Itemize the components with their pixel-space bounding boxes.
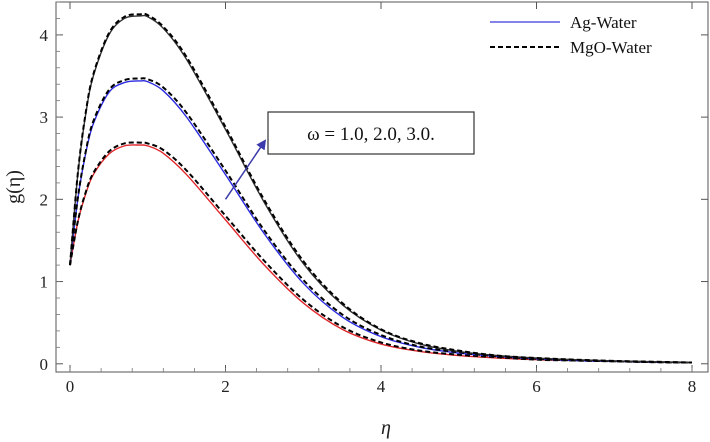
- x-tick-label: 4: [377, 377, 386, 396]
- x-tick-label: 2: [221, 377, 230, 396]
- y-tick-label: 1: [40, 273, 49, 292]
- x-tick-label: 0: [66, 377, 75, 396]
- y-tick-label: 4: [40, 26, 49, 45]
- x-tick-label: 8: [688, 377, 697, 396]
- series-line-dashed-3: [69, 12, 693, 364]
- plot-frame: [55, 1, 709, 373]
- x-axis-label: η: [381, 417, 391, 439]
- y-tick-label: 2: [40, 190, 49, 209]
- y-tick-label: 0: [40, 355, 49, 374]
- annotation-arrow: [224, 139, 267, 200]
- annotation-box: [267, 111, 475, 155]
- y-axis-label: g(η): [3, 170, 25, 204]
- series-line-dashed-2: [69, 77, 693, 364]
- legend-label-1: Ag-Water: [570, 13, 637, 32]
- legend-label-2: MgO-Water: [570, 38, 652, 57]
- x-tick-label: 6: [532, 377, 541, 396]
- series-line-solid-3: [69, 14, 693, 364]
- annotation-text: ω = 1.0, 2.0, 3.0.: [307, 124, 435, 145]
- y-tick-label: 3: [40, 108, 49, 127]
